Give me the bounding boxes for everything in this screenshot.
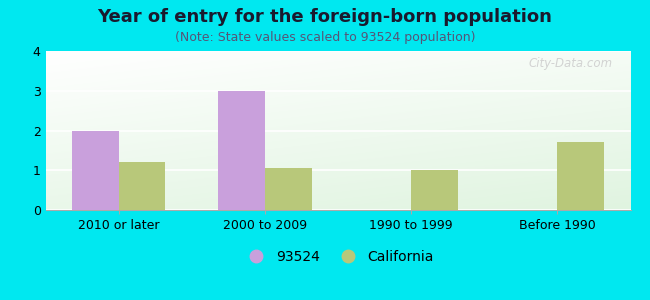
Legend: 93524, California: 93524, California: [237, 245, 439, 270]
Bar: [218, 91, 265, 210]
Text: (Note: State values scaled to 93524 population): (Note: State values scaled to 93524 popu…: [175, 32, 475, 44]
Text: City-Data.com: City-Data.com: [529, 57, 613, 70]
Bar: [118, 162, 165, 210]
Bar: [411, 170, 458, 210]
Text: Year of entry for the foreign-born population: Year of entry for the foreign-born popul…: [98, 8, 552, 26]
Bar: [72, 130, 118, 210]
Bar: [265, 168, 311, 210]
Bar: [558, 142, 604, 210]
